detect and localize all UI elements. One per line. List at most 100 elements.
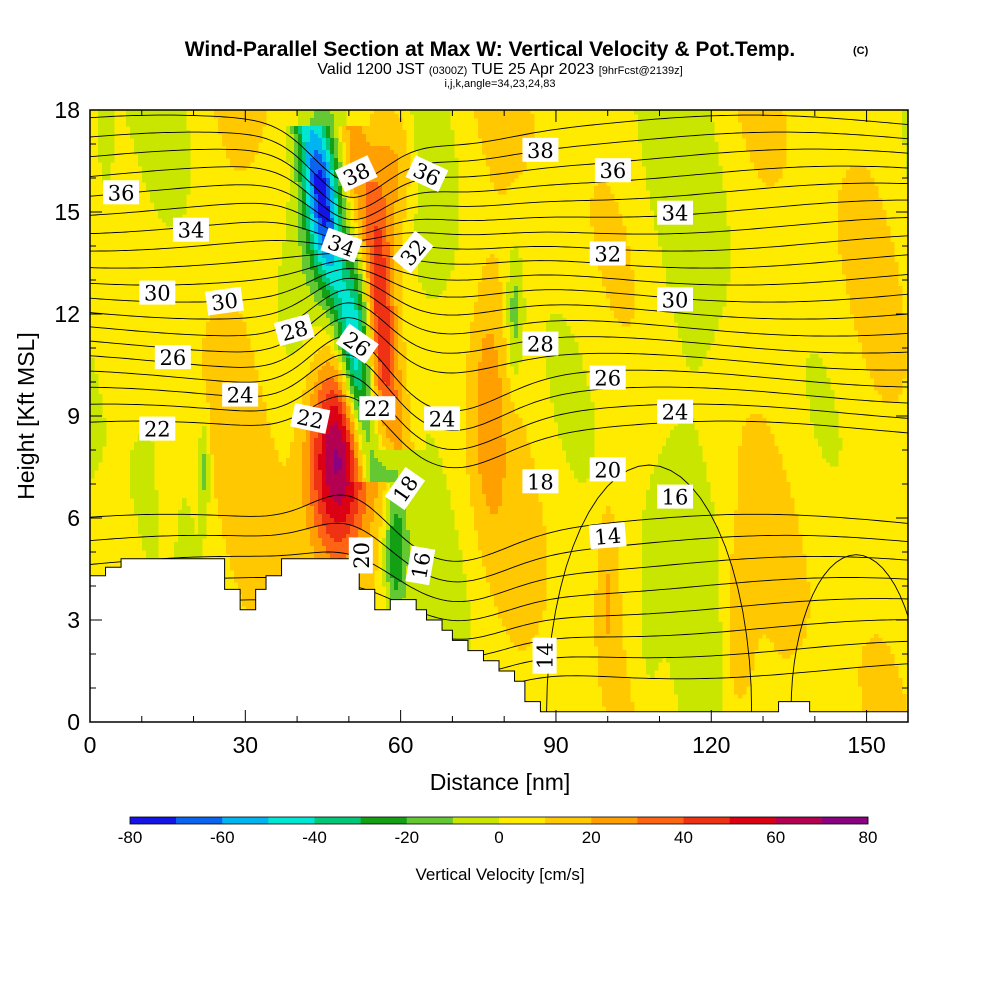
velocity-cell	[610, 270, 615, 275]
velocity-cell	[442, 286, 447, 291]
velocity-cell	[290, 282, 295, 287]
velocity-cell	[330, 170, 335, 175]
velocity-cell	[314, 290, 319, 295]
velocity-cell	[426, 282, 431, 287]
velocity-cell	[606, 238, 611, 243]
velocity-cell	[778, 114, 783, 119]
velocity-cell	[694, 214, 699, 219]
velocity-cell	[438, 186, 443, 191]
velocity-cell	[174, 154, 179, 159]
velocity-cell	[314, 282, 319, 287]
velocity-cell	[218, 122, 223, 127]
velocity-cell	[706, 270, 711, 275]
velocity-cell	[694, 186, 699, 191]
velocity-cell	[850, 242, 855, 247]
velocity-cell	[478, 294, 483, 299]
velocity-cell	[226, 118, 231, 123]
velocity-cell	[382, 198, 387, 203]
velocity-cell	[626, 250, 631, 255]
velocity-cell	[366, 226, 371, 231]
velocity-cell	[330, 154, 335, 159]
velocity-cell	[302, 246, 307, 251]
velocity-cell	[658, 130, 663, 135]
velocity-cell	[390, 178, 395, 183]
velocity-cell	[334, 210, 339, 215]
velocity-cell	[370, 158, 375, 163]
velocity-cell	[510, 150, 515, 155]
velocity-cell	[862, 266, 867, 271]
velocity-cell	[242, 334, 247, 339]
velocity-cell	[162, 178, 167, 183]
velocity-cell	[602, 194, 607, 199]
velocity-cell	[846, 214, 851, 219]
velocity-cell	[482, 146, 487, 151]
velocity-cell	[902, 134, 907, 139]
velocity-cell	[494, 302, 499, 307]
velocity-cell	[310, 250, 315, 255]
velocity-cell	[518, 278, 523, 283]
velocity-cell	[870, 262, 875, 267]
velocity-cell	[398, 238, 403, 243]
velocity-cell	[398, 294, 403, 299]
velocity-cell	[902, 110, 907, 115]
velocity-cell	[158, 186, 163, 191]
velocity-cell	[890, 298, 895, 303]
velocity-cell	[758, 142, 763, 147]
velocity-cell	[346, 298, 351, 303]
velocity-cell	[366, 294, 371, 299]
velocity-cell	[430, 122, 435, 127]
velocity-cell	[378, 170, 383, 175]
velocity-cell	[310, 194, 315, 199]
velocity-cell	[178, 138, 183, 143]
velocity-cell	[366, 150, 371, 155]
velocity-cell	[170, 146, 175, 151]
velocity-cell	[682, 162, 687, 167]
velocity-cell	[134, 134, 139, 139]
velocity-cell	[518, 110, 523, 115]
velocity-cell	[490, 278, 495, 283]
velocity-cell	[694, 130, 699, 135]
velocity-cell	[498, 302, 503, 307]
velocity-cell	[338, 114, 343, 119]
velocity-cell	[394, 318, 399, 323]
velocity-cell	[306, 194, 311, 199]
velocity-cell	[158, 126, 163, 131]
velocity-cell	[474, 302, 479, 307]
velocity-cell	[698, 278, 703, 283]
velocity-cell	[294, 314, 299, 319]
velocity-cell	[298, 134, 303, 139]
velocity-cell	[666, 118, 671, 123]
velocity-cell	[366, 330, 371, 335]
velocity-cell	[590, 218, 595, 223]
velocity-cell	[486, 258, 491, 263]
velocity-cell	[510, 122, 515, 127]
velocity-cell	[686, 154, 691, 159]
velocity-cell	[390, 330, 395, 335]
velocity-cell	[158, 138, 163, 143]
velocity-cell	[702, 166, 707, 171]
velocity-cell	[394, 170, 399, 175]
velocity-cell	[382, 310, 387, 315]
velocity-cell	[446, 258, 451, 263]
velocity-cell	[862, 270, 867, 275]
velocity-cell	[338, 314, 343, 319]
velocity-cell	[302, 290, 307, 295]
velocity-cell	[246, 154, 251, 159]
velocity-cell	[626, 298, 631, 303]
velocity-cell	[318, 226, 323, 231]
velocity-cell	[354, 306, 359, 311]
velocity-cell	[374, 214, 379, 219]
velocity-cell	[110, 118, 115, 123]
velocity-cell	[722, 270, 727, 275]
velocity-cell	[682, 126, 687, 131]
velocity-cell	[894, 302, 899, 307]
velocity-cell	[666, 110, 671, 115]
velocity-cell	[894, 290, 899, 295]
velocity-cell	[314, 238, 319, 243]
velocity-cell	[102, 130, 107, 135]
velocity-cell	[674, 158, 679, 163]
velocity-cell	[446, 118, 451, 123]
velocity-cell	[374, 314, 379, 319]
velocity-cell	[866, 306, 871, 311]
velocity-cell	[326, 318, 331, 323]
